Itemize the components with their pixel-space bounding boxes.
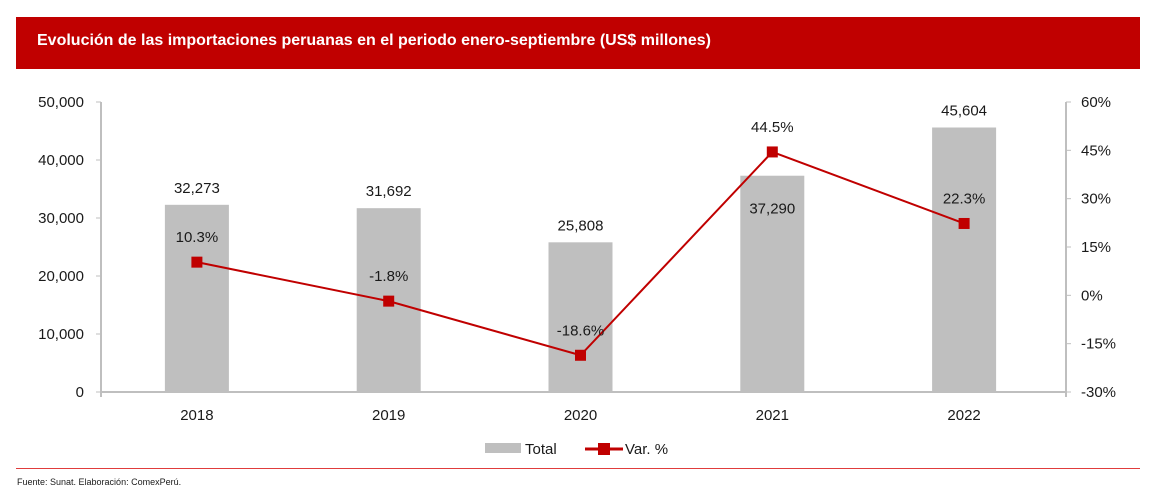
x-axis-tick-label: 2019 <box>372 407 405 424</box>
line-series-var <box>191 146 970 361</box>
legend-label-var: Var. % <box>625 441 668 458</box>
legend: Total Var. % <box>485 441 668 458</box>
left-axis-tick-label: 20,000 <box>38 268 84 285</box>
legend-swatch-total <box>485 443 521 453</box>
left-axis-tick-label: 10,000 <box>38 326 84 343</box>
right-axis-tick-label: -30% <box>1081 384 1116 401</box>
bar-data-label: 37,290 <box>749 201 795 218</box>
bar-data-label: 31,692 <box>366 183 412 200</box>
line-data-label: -1.8% <box>369 268 408 285</box>
source-note: Fuente: Sunat. Elaboración: ComexPerú. <box>17 477 182 487</box>
bar-data-label: 25,808 <box>558 217 604 234</box>
data-labels: 32,273 31,692 25,808 37,290 45,604 10.3% -1.8%… <box>174 102 987 339</box>
bar-data-label: 45,604 <box>941 102 987 119</box>
line-data-label: 10.3% <box>176 229 219 246</box>
right-axis-tick-label: 15% <box>1081 239 1111 256</box>
line-data-label: 44.5% <box>751 119 794 136</box>
var-marker <box>575 349 586 361</box>
x-axis-tick-label: 2022 <box>947 407 980 424</box>
bar-data-label: 32,273 <box>174 180 220 197</box>
chart-title: Evolución de las importaciones peruanas … <box>37 32 711 49</box>
bar-total <box>548 242 613 392</box>
right-axis-tick-label: -15% <box>1081 336 1116 353</box>
var-marker <box>766 146 778 158</box>
chart-title-bar: Evolución de las importaciones peruanas … <box>16 17 1140 69</box>
legend-swatch-var-marker <box>598 443 610 455</box>
right-axis-tick-label: 45% <box>1081 142 1111 159</box>
x-axis-tick-label: 2018 <box>180 407 213 424</box>
left-axis-tick-label: 30,000 <box>38 210 84 227</box>
footer-divider <box>16 468 1140 469</box>
right-axis-tick-label: 60% <box>1081 94 1111 111</box>
left-axis-tick-label: 0 <box>76 384 84 401</box>
var-marker <box>383 295 395 307</box>
right-axis-tick-label: 30% <box>1081 191 1111 208</box>
bar-total <box>740 175 805 392</box>
line-data-label: -18.6% <box>557 322 605 339</box>
bar-total <box>932 127 997 393</box>
left-axis-tick-label: 40,000 <box>38 152 84 169</box>
axes: 0 10,000 20,000 30,000 40,000 50,000 -30% -15% 0… <box>38 94 1116 424</box>
var-marker <box>958 217 970 229</box>
legend-label-total: Total <box>525 441 557 458</box>
x-axis-tick-label: 2020 <box>564 407 597 424</box>
var-marker <box>191 256 203 268</box>
bar-total <box>164 204 229 392</box>
left-axis-tick-label: 50,000 <box>38 94 84 111</box>
chart-area: 0 10,000 20,000 30,000 40,000 50,000 -30% -15% 0… <box>38 94 1116 458</box>
line-data-label: 22.3% <box>943 190 986 207</box>
x-axis-tick-label: 2021 <box>756 407 789 424</box>
right-axis-tick-label: 0% <box>1081 287 1103 304</box>
bar-series-total <box>164 127 997 393</box>
